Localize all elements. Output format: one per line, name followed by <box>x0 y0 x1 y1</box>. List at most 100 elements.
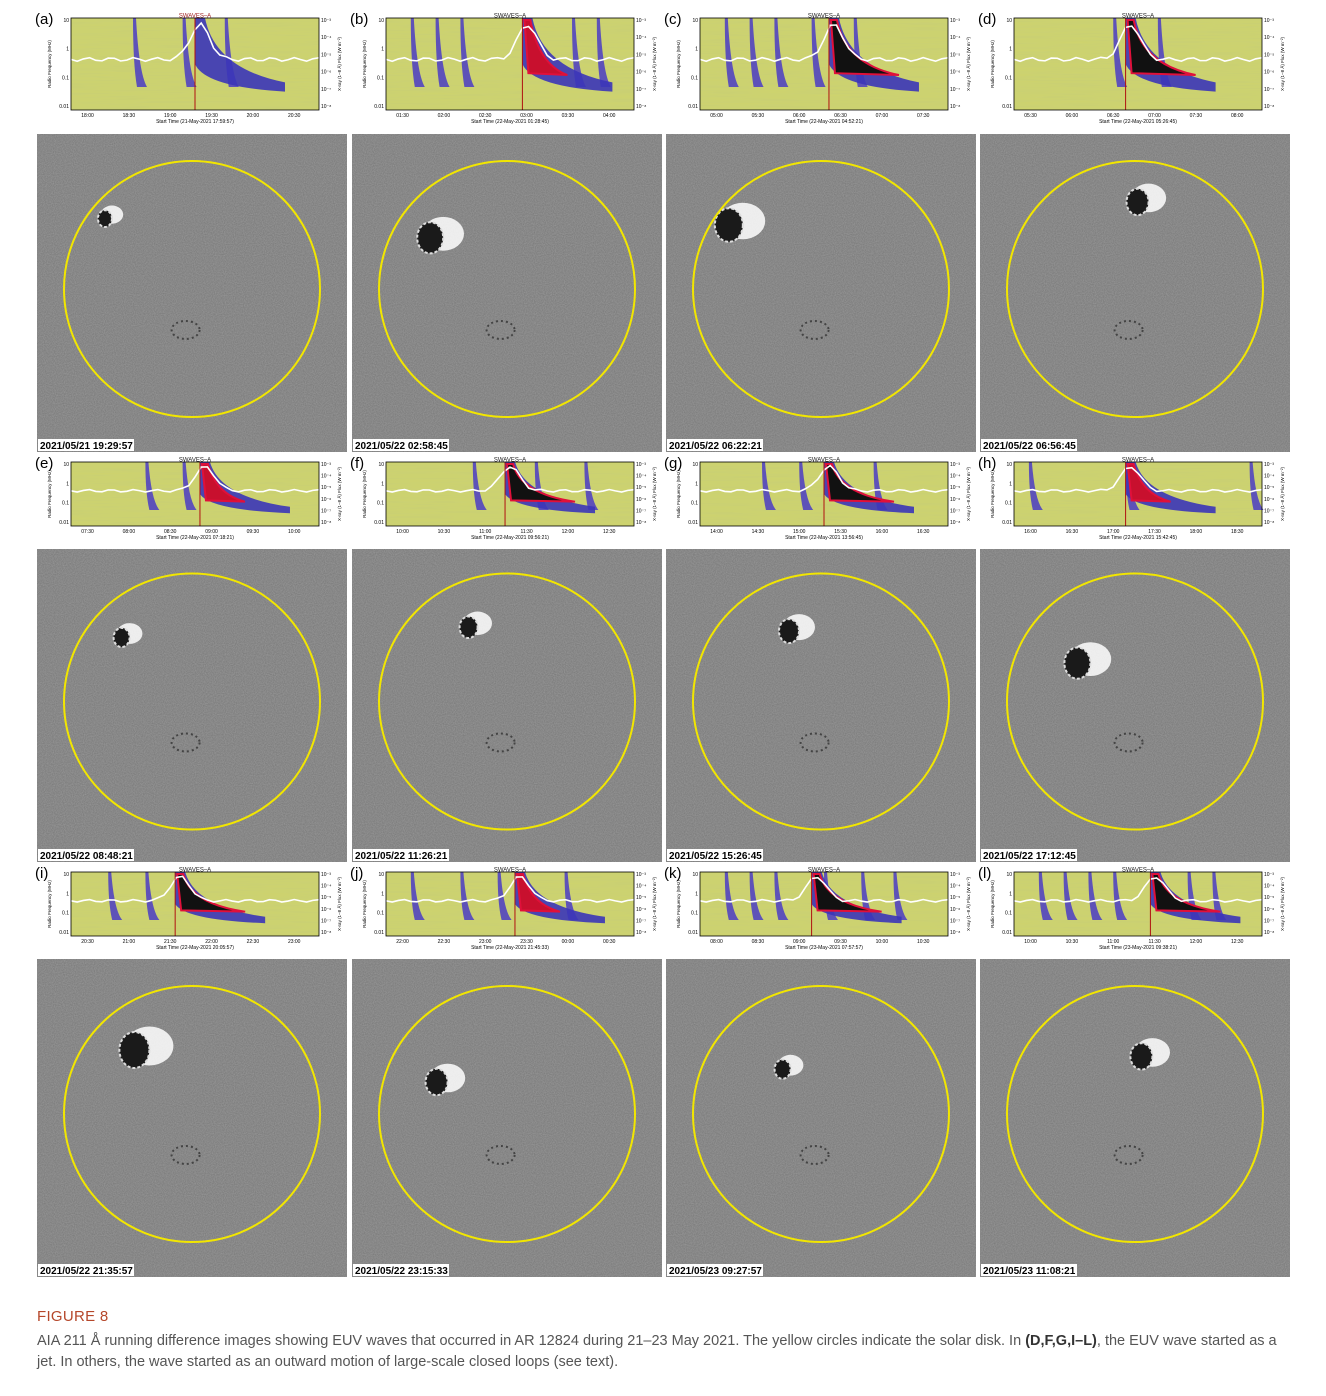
x-tick-label: 08:00 <box>1231 113 1244 119</box>
y2-axis-label: X-ray (1–8 Å) Flux (W m⁻²) <box>651 877 657 931</box>
y2-tick-label: 10⁻⁶ <box>1264 907 1274 913</box>
x-tick-label: 20:30 <box>288 113 301 119</box>
y2-axis-label: X-ray (1–8 Å) Flux (W m⁻²) <box>965 467 971 521</box>
panel-label: (e) <box>35 455 53 472</box>
y-tick-label: 0.01 <box>688 104 698 110</box>
y2-tick-label: 10⁻³ <box>321 872 331 878</box>
active-region <box>1127 189 1149 215</box>
active-region <box>119 1032 149 1068</box>
y-tick-label: 1 <box>1009 481 1012 487</box>
y-axis-label: Radio Frequency (MHz) <box>362 470 367 518</box>
y2-tick-label: 10⁻³ <box>321 18 331 24</box>
x-tick-label: 06:00 <box>1066 113 1079 119</box>
y-tick-label: 10 <box>1006 462 1012 468</box>
timestamp: 2021/05/22 21:35:57 <box>40 1266 133 1277</box>
start-time: Start Time (22-May-2021 21:45:33) <box>471 945 549 951</box>
spectrogram-title: SWAVES–A <box>808 458 840 464</box>
y-axis-label: Radio Frequency (MHz) <box>676 880 681 928</box>
y-tick-label: 0.01 <box>59 930 69 936</box>
figure: SWAVES–A Radio Frequency (MHz) X-ray (1–8 … <box>0 0 1326 1290</box>
y2-tick-label: 10⁻⁸ <box>321 930 331 936</box>
timestamp: 2021/05/22 15:26:45 <box>669 851 762 862</box>
y-tick-label: 0.01 <box>59 520 69 526</box>
panel-label: (g) <box>664 455 682 472</box>
timestamp: 2021/05/22 06:56:45 <box>983 441 1076 452</box>
y-tick-label: 0.1 <box>62 501 69 507</box>
start-time: Start Time (21-May-2021 17:59:57) <box>156 119 234 125</box>
caption: FIGURE 8 AIA 211 Å running difference im… <box>37 1306 1297 1373</box>
image-noise <box>980 134 1290 452</box>
image-noise <box>37 134 347 452</box>
y-axis-label: Radio Frequency (MHz) <box>676 470 681 518</box>
y2-tick-label: 10⁻⁶ <box>636 907 646 913</box>
y2-tick-label: 10⁻⁷ <box>950 918 960 924</box>
panel-label: (j) <box>350 865 363 882</box>
spectrogram-texture <box>71 462 319 526</box>
y2-axis-label: X-ray (1–8 Å) Flux (W m⁻²) <box>1279 877 1285 931</box>
y2-tick-label: 10⁻⁷ <box>636 87 646 93</box>
y2-tick-label: 10⁻⁴ <box>636 884 646 890</box>
y2-axis-label: X-ray (1–8 Å) Flux (W m⁻²) <box>651 467 657 521</box>
y2-tick-label: 10⁻⁵ <box>321 485 331 491</box>
timestamp: 2021/05/22 08:48:21 <box>40 851 133 862</box>
active-region <box>1064 648 1090 679</box>
panel: SWAVES–A Radio Frequency (MHz) X-ray (1–8 … <box>664 455 976 862</box>
panel: SWAVES–ARadio Frequency (MHz)X-ray (1–8 … <box>35 865 347 1277</box>
start-time: Start Time (22-May-2021 07:18:21) <box>156 535 234 541</box>
y-tick-label: 0.1 <box>691 911 698 917</box>
x-tick-label: 10:30 <box>1066 939 1079 945</box>
y2-axis-label: X-ray (1–8 Å) Flux (W m⁻²) <box>965 37 971 91</box>
x-tick-label: 12:30 <box>1231 939 1244 945</box>
y2-tick-label: 10⁻⁵ <box>1264 485 1274 491</box>
y-tick-label: 0.01 <box>688 520 698 526</box>
image-noise <box>352 549 662 862</box>
y2-tick-label: 10⁻⁸ <box>950 930 960 936</box>
y2-tick-label: 10⁻⁷ <box>1264 508 1274 514</box>
y2-tick-label: 10⁻⁸ <box>636 930 646 936</box>
x-tick-label: 10:30 <box>917 939 930 945</box>
y2-tick-label: 10⁻⁴ <box>950 474 960 480</box>
panel-label: (h) <box>978 455 996 472</box>
x-tick-label: 22:30 <box>438 939 451 945</box>
spectrogram-title: SWAVES–A <box>1122 14 1154 20</box>
spectrogram-title: SWAVES–A <box>179 868 211 874</box>
y2-tick-label: 10⁻⁵ <box>636 485 646 491</box>
y2-tick-label: 10⁻³ <box>1264 872 1274 878</box>
y2-tick-label: 10⁻⁵ <box>950 485 960 491</box>
y2-tick-label: 10⁻⁶ <box>321 497 331 503</box>
x-tick-label: 08:30 <box>752 939 765 945</box>
x-tick-label: 10:30 <box>438 529 451 535</box>
y2-tick-label: 10⁻⁶ <box>950 907 960 913</box>
x-tick-label: 08:00 <box>710 939 723 945</box>
y2-tick-label: 10⁻⁸ <box>950 520 960 526</box>
timestamp: 2021/05/22 02:58:45 <box>355 441 448 452</box>
y2-tick-label: 10⁻⁵ <box>1264 895 1274 901</box>
y2-axis-label: X-ray (1–8 Å) Flux (W m⁻²) <box>336 37 342 91</box>
y2-tick-label: 10⁻³ <box>950 462 960 468</box>
y2-tick-label: 10⁻⁴ <box>950 884 960 890</box>
y2-tick-label: 10⁻⁸ <box>321 520 331 526</box>
y2-tick-label: 10⁻⁵ <box>321 895 331 901</box>
start-time: Start Time (22-May-2021 09:56:21) <box>471 535 549 541</box>
x-tick-label: 20:00 <box>247 113 260 119</box>
x-tick-label: 20:30 <box>81 939 94 945</box>
y2-tick-label: 10⁻⁸ <box>1264 104 1274 110</box>
image-noise <box>980 549 1290 862</box>
active-region <box>1130 1043 1152 1069</box>
y-tick-label: 0.1 <box>377 75 384 81</box>
x-tick-label: 08:00 <box>123 529 136 535</box>
x-tick-label: 07:30 <box>81 529 94 535</box>
y-axis-label: Radio Frequency (MHz) <box>990 470 995 518</box>
y-tick-label: 10 <box>1006 872 1012 878</box>
spectrogram-texture <box>700 18 948 110</box>
image-noise <box>666 959 976 1277</box>
y-tick-label: 0.1 <box>1005 911 1012 917</box>
caption-label: FIGURE 8 <box>37 1306 1297 1327</box>
x-tick-label: 05:00 <box>710 113 723 119</box>
y-tick-label: 1 <box>66 47 69 53</box>
spectrogram-title: SWAVES–A <box>1122 458 1154 464</box>
y2-tick-label: 10⁻⁸ <box>636 104 646 110</box>
y2-tick-label: 10⁻⁵ <box>1264 52 1274 58</box>
panel-label: (c) <box>664 11 682 28</box>
y2-tick-label: 10⁻³ <box>321 462 331 468</box>
